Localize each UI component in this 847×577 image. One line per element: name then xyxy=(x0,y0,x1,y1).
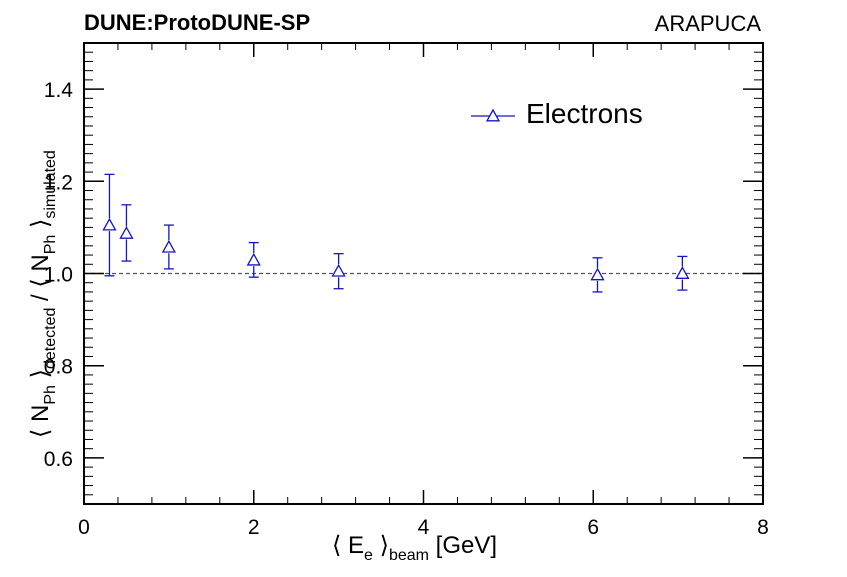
x-tick-label: 6 xyxy=(587,516,599,539)
marker-triangle xyxy=(331,263,346,277)
x-tick-label: 8 xyxy=(757,516,769,539)
data-point xyxy=(331,253,346,290)
legend-label-electrons: Electrons xyxy=(526,98,643,129)
marker-triangle xyxy=(119,226,134,239)
data-point xyxy=(675,255,690,291)
x-tick-label: 2 xyxy=(248,516,260,539)
y-tick-label: 0.6 xyxy=(44,448,73,471)
axes: 0 2 4 6 8 0.6 0.8 1.0 1.2 1.4 xyxy=(44,42,769,539)
marker-triangle xyxy=(102,217,117,231)
y-tick-label: 1.0 xyxy=(44,264,73,287)
data-point xyxy=(590,257,605,293)
x-tick-label: 0 xyxy=(78,516,90,539)
y-tick-label: 1.4 xyxy=(44,79,74,102)
x-tick-label: 4 xyxy=(418,516,430,539)
plot-frame xyxy=(83,42,764,505)
data-point xyxy=(246,241,261,278)
data-point xyxy=(102,173,117,277)
marker-triangle xyxy=(246,252,261,266)
data-point xyxy=(161,224,176,270)
legend xyxy=(471,108,515,122)
marker-triangle xyxy=(161,239,176,253)
x-axis-label: ⟨ Ee ⟩beam [GeV] xyxy=(332,532,498,564)
y-axis-label: ⟨ NPh ⟩detected / ⟨ NPh ⟩simulated xyxy=(27,150,59,438)
data-point xyxy=(119,204,134,262)
experiment-title: DUNE:ProtoDUNE-SP xyxy=(84,10,311,35)
data-series-electrons xyxy=(102,173,690,293)
y-tick-label: 1.2 xyxy=(44,171,73,194)
legend-marker xyxy=(485,108,501,122)
detector-label: ARAPUCA xyxy=(654,11,761,36)
y-tick-label: 0.8 xyxy=(44,356,73,379)
marker-triangle xyxy=(675,266,690,279)
marker-triangle xyxy=(590,267,605,281)
